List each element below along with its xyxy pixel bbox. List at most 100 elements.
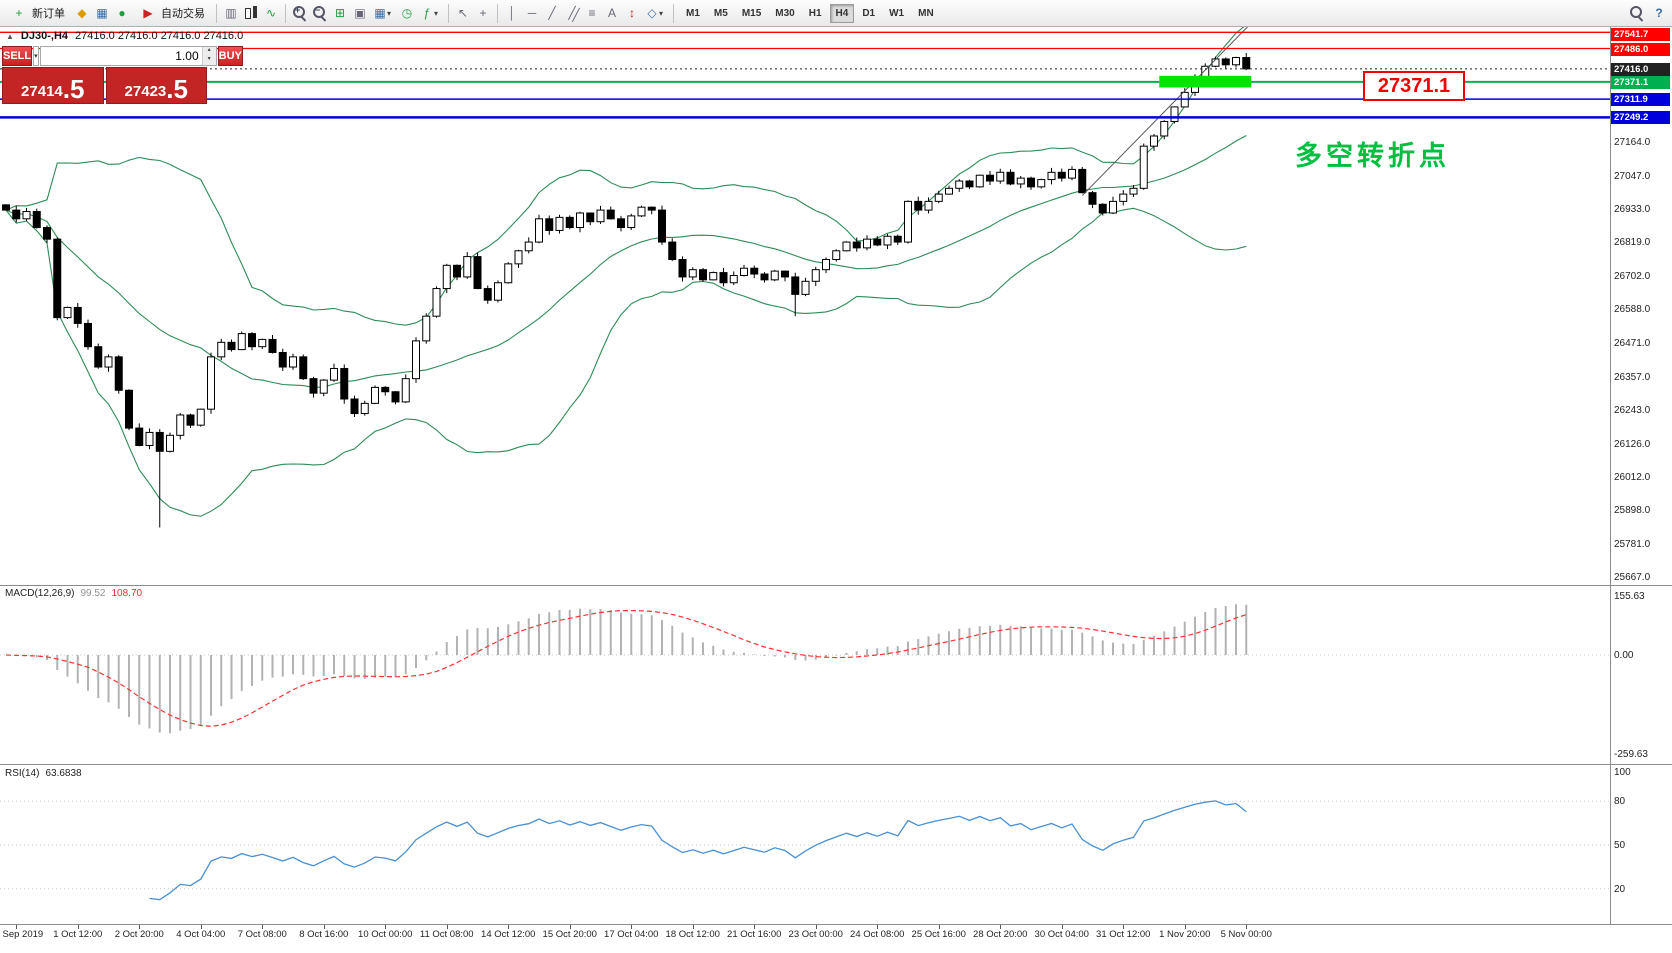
vertical-line-tool-icon[interactable]: │	[508, 6, 516, 20]
panel-separator[interactable]	[0, 764, 1672, 765]
macd-axis-label: -259.63	[1614, 749, 1648, 761]
time-axis-tick	[200, 925, 202, 929]
price-callout[interactable]: 27371.1	[1363, 71, 1465, 101]
arrange-windows-icon[interactable]: ▣	[354, 6, 366, 20]
timeframe-button-M30[interactable]: M30	[769, 4, 800, 23]
rsi-axis-label: 100	[1614, 767, 1631, 778]
buy-button[interactable]: BUY	[217, 46, 243, 66]
crosshair-icon[interactable]: +	[479, 6, 487, 20]
timeframe-button-M1[interactable]: M1	[680, 4, 706, 23]
fibonacci-tool-icon[interactable]: ≡	[588, 6, 596, 20]
time-axis-tick	[877, 925, 879, 929]
indicators-icon[interactable]: ƒ	[423, 6, 431, 20]
time-axis-label: 4 Oct 04:00	[176, 929, 226, 940]
price-axis-level-box: 27311.9	[1611, 93, 1670, 107]
volume-input[interactable]	[40, 47, 202, 65]
buy-price: 27423	[124, 82, 167, 100]
sell-button[interactable]: SELL	[2, 46, 33, 66]
time-axis-label: 1 Oct 12:00	[53, 929, 103, 940]
price-axis-label: 26702.0	[1614, 271, 1651, 283]
data-window-icon[interactable]: ▦	[96, 6, 108, 20]
timeframe-toolbar: M1 M5 M15 M30 H1 H4 D1 W1 MN	[679, 3, 941, 23]
timeframe-button-MN[interactable]: MN	[912, 4, 940, 23]
price-axis-label: 26933.0	[1614, 204, 1651, 216]
time-axis-label: 7 Oct 08:00	[237, 929, 287, 940]
time-axis-tick	[16, 925, 18, 929]
periods-icon[interactable]: ◷	[401, 6, 413, 20]
time-axis-tick	[938, 925, 940, 929]
main-price-chart[interactable]	[0, 27, 1610, 585]
indicators-dropdown-icon[interactable]: ▾	[434, 8, 439, 18]
turning-point-label[interactable]: 多空转折点	[1295, 141, 1450, 171]
price-axis-label: 27047.0	[1614, 171, 1651, 183]
time-axis-label: 15 Oct 20:00	[542, 929, 597, 940]
zoom-out-icon[interactable]: −	[311, 4, 329, 22]
new-order-label: 新订单	[32, 8, 65, 20]
sell-price-pips: .5	[62, 74, 85, 105]
market-watch-icon[interactable]: ◆	[77, 6, 87, 20]
time-axis-label: 30 Oct 04:00	[1034, 929, 1089, 940]
new-chart-icon[interactable]: ▦	[374, 6, 386, 20]
volume-dropdown[interactable]: ▾	[33, 46, 39, 66]
rsi-indicator-panel[interactable]	[0, 766, 1610, 924]
bar-chart-icon[interactable]: ▥	[225, 6, 237, 20]
toolbar: + 新订单 ◆ ▦ ● ▶ 自动交易 ▥ ∿ + − ⊞ ▣ ▦ ▾ ◷ ƒ ▾…	[0, 0, 1672, 27]
timeframe-button-M15[interactable]: M15	[736, 4, 767, 23]
time-axis-tick	[631, 925, 633, 929]
time-axis-tick	[1246, 925, 1248, 929]
navigator-icon[interactable]: ●	[118, 6, 126, 20]
cursor-icon[interactable]: ↖	[457, 6, 469, 20]
candlestick-icon[interactable]	[242, 4, 260, 22]
help-icon[interactable]: ?	[1655, 6, 1663, 20]
timeframe-button-D1[interactable]: D1	[856, 4, 881, 23]
price-axis-label: 25667.0	[1614, 572, 1651, 584]
new-order-button[interactable]: + 新订单	[4, 1, 71, 25]
toolbar-separator	[216, 3, 217, 23]
search-icon[interactable]	[1628, 4, 1646, 22]
tile-windows-icon[interactable]: ⊞	[334, 6, 346, 20]
timeframe-button-H1[interactable]: H1	[803, 4, 828, 23]
new-order-icon: +	[15, 6, 23, 20]
time-axis-label: 10 Oct 00:00	[358, 929, 413, 940]
toolbar-separator	[497, 3, 498, 23]
horizontal-line-tool-icon[interactable]: ─	[527, 6, 537, 20]
chart-symbol-period: DJ30-,H4	[20, 30, 68, 42]
time-axis-tick	[815, 925, 817, 929]
time-axis-tick	[1123, 925, 1125, 929]
volume-up-icon[interactable]: ▴	[202, 47, 216, 56]
channel-tool-icon[interactable]: ╱	[568, 6, 576, 20]
price-axis-label: 25898.0	[1614, 505, 1651, 517]
time-axis-label: 28 Oct 20:00	[973, 929, 1028, 940]
macd-main-value: 99.52	[80, 588, 106, 599]
toolbar-right-group: ?	[1628, 4, 1668, 22]
volume-down-icon[interactable]: ▾	[202, 56, 216, 65]
time-axis-tick	[754, 925, 756, 929]
trendline-tool-icon[interactable]: ╱	[548, 6, 556, 20]
zoom-in-icon[interactable]: +	[291, 4, 309, 22]
panel-separator[interactable]	[0, 585, 1672, 586]
macd-indicator-panel[interactable]	[0, 586, 1610, 764]
timeframe-button-H4[interactable]: H4	[829, 3, 855, 23]
price-axis-level-box: 27416.0	[1611, 62, 1670, 76]
time-axis-label: 30 Sep 2019	[0, 929, 44, 940]
one-click-collapse-icon[interactable]: ▲	[6, 31, 14, 41]
new-chart-dropdown-icon[interactable]: ▾	[387, 8, 392, 18]
sell-price-button[interactable]: 27414.5	[2, 67, 104, 104]
macd-label: MACD(12,26,9)	[5, 588, 75, 599]
shapes-tool-icon[interactable]: ◇	[647, 6, 657, 20]
time-axis-label: 24 Oct 08:00	[850, 929, 905, 940]
price-axis-level-box: 27541.7	[1611, 28, 1670, 41]
time-axis-label: 2 Oct 20:00	[114, 929, 164, 940]
macd-signal-value: 108.70	[111, 588, 143, 599]
shapes-dropdown-icon[interactable]: ▾	[659, 8, 664, 18]
arrows-tool-icon[interactable]: ↕	[629, 6, 635, 20]
line-chart-icon[interactable]: ∿	[265, 6, 277, 20]
timeframe-button-W1[interactable]: W1	[883, 4, 910, 23]
price-axis-label: 26357.0	[1614, 371, 1651, 383]
autotrading-button[interactable]: ▶ 自动交易	[133, 1, 211, 25]
volume-spinner: ▴ ▾	[201, 47, 216, 65]
timeframe-button-M5[interactable]: M5	[708, 4, 734, 23]
buy-price-button[interactable]: 27423.5	[105, 67, 207, 104]
text-tool-icon[interactable]: A	[607, 6, 616, 20]
